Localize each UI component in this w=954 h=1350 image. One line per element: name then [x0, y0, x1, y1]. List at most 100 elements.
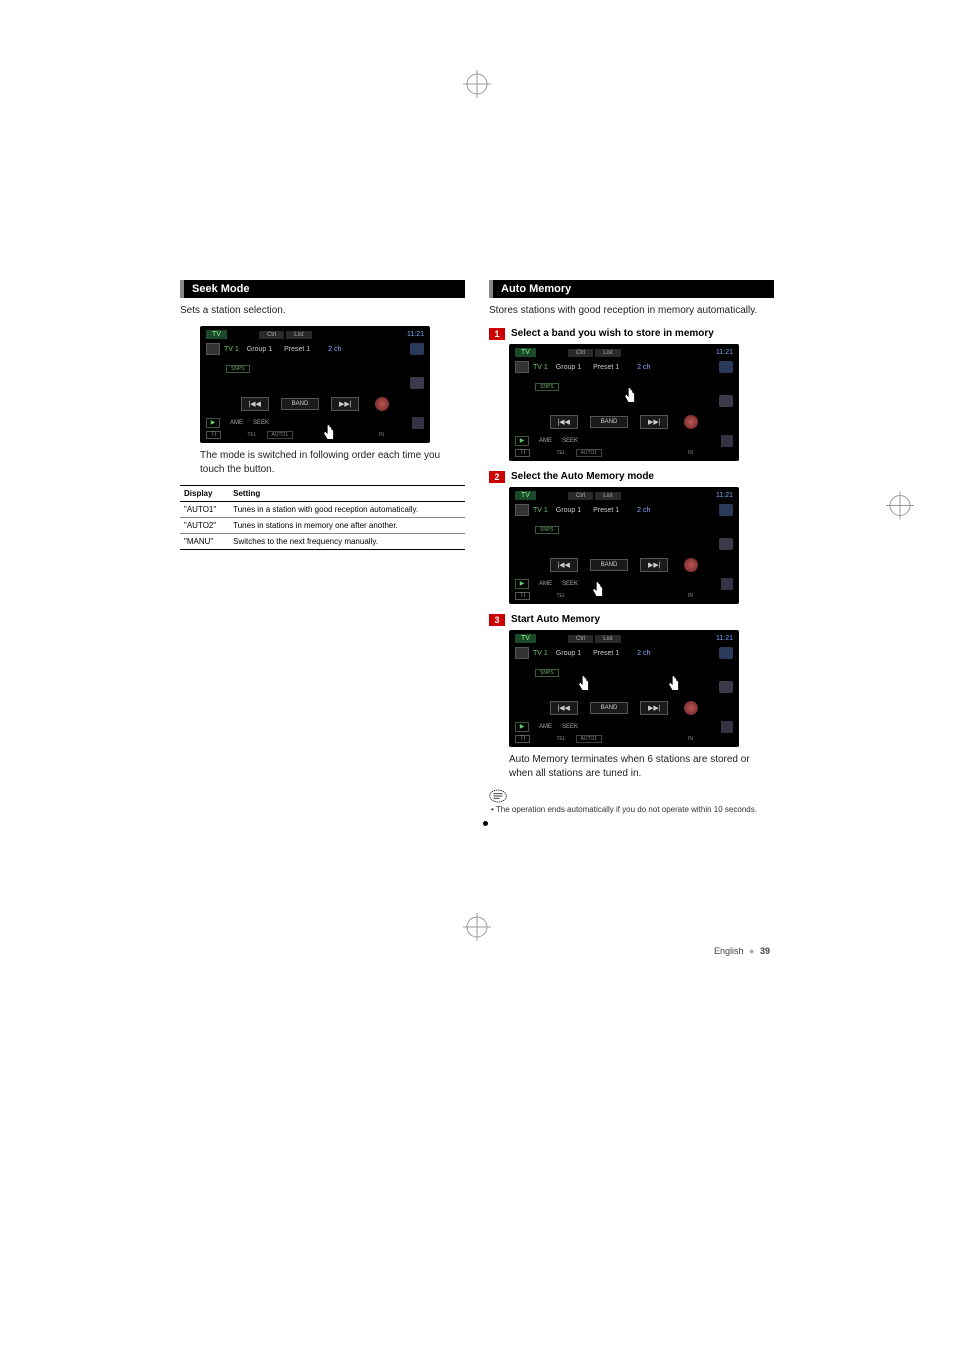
ss-channel: 2 ch — [637, 507, 650, 514]
prev-button[interactable]: |◀◀ — [550, 558, 578, 572]
tel-label: TEL — [247, 432, 256, 438]
ss-ctrl-label: Ctrl — [259, 331, 284, 339]
screenshot-seek-mode: TV Ctrl List 11:21 TV 1 Group 1 Preset 1… — [200, 326, 430, 443]
ss-ctrl-label: Ctrl — [568, 492, 593, 500]
cell-setting: Tunes in a station with good reception a… — [229, 502, 465, 518]
ss-time: 11:21 — [716, 635, 733, 642]
footer-page-number: 39 — [760, 946, 770, 956]
page-footer: English ● 39 — [180, 946, 774, 956]
seek-mode-caption: The mode is switched in following order … — [200, 449, 465, 477]
right-column: Auto Memory Stores stations with good re… — [489, 280, 774, 826]
finger-pointer-icon — [587, 578, 609, 602]
eq-icon — [410, 343, 424, 355]
ss-ctrl-label: Ctrl — [568, 349, 593, 357]
ame-label: AME — [230, 420, 243, 426]
table-row: "MANU" Switches to the next frequency ma… — [180, 534, 465, 550]
next-button[interactable]: ▶▶| — [640, 415, 668, 429]
in-label: IN — [688, 593, 693, 599]
prev-button[interactable]: |◀◀ — [550, 701, 578, 715]
prev-button[interactable]: |◀◀ — [550, 415, 578, 429]
column-marker-dot — [483, 821, 488, 826]
auto1-label: AUTO1 — [576, 449, 603, 457]
rotate-icon — [684, 701, 698, 715]
next-button[interactable]: ▶▶| — [331, 397, 359, 411]
ss-snps: SNPS — [226, 365, 250, 373]
seek-label: SEEK — [253, 420, 269, 426]
ss-list-label: List — [595, 492, 620, 500]
tool-icon — [721, 578, 733, 590]
ame-label: AME — [539, 724, 552, 730]
rotate-icon — [375, 397, 389, 411]
tel-label: TEL — [556, 736, 565, 742]
ss-time: 11:21 — [716, 492, 733, 499]
ss-preset: Preset 1 — [284, 346, 310, 353]
step-title: Select a band you wish to store in memor… — [511, 328, 714, 339]
ss-snps: SNPS — [535, 383, 559, 391]
ame-label: AME — [539, 581, 552, 587]
play-indicator: ▶ — [515, 722, 529, 732]
play-indicator: ▶ — [206, 418, 220, 428]
band-button[interactable]: BAND — [590, 416, 629, 428]
auto-memory-intro: Stores stations with good reception in m… — [489, 304, 774, 318]
ss-tv1: TV 1 — [224, 346, 239, 353]
ss-tv1: TV 1 — [533, 507, 548, 514]
ss-snps: SNPS — [535, 526, 559, 534]
ss-ctrl-label: Ctrl — [568, 635, 593, 643]
band-button[interactable]: BAND — [281, 398, 320, 410]
next-button[interactable]: ▶▶| — [640, 701, 668, 715]
source-icon — [515, 361, 529, 373]
ss-snps: SNPS — [535, 669, 559, 677]
band-button[interactable]: BAND — [590, 702, 629, 714]
step-number: 2 — [489, 471, 505, 483]
play-indicator: ▶ — [515, 579, 529, 589]
in-label: IN — [688, 450, 693, 456]
ss-tab-tv: TV — [515, 634, 536, 643]
section-header-auto-memory: Auto Memory — [489, 280, 774, 298]
source-icon — [515, 647, 529, 659]
ss-preset: Preset 1 — [593, 364, 619, 371]
ss-list-label: List — [595, 349, 620, 357]
ti-label: TI — [515, 735, 530, 743]
in-label: IN — [379, 432, 384, 438]
cell-display: "AUTO1" — [180, 502, 229, 518]
step-2: 2 Select the Auto Memory mode — [489, 471, 774, 483]
screen-icon — [719, 538, 733, 550]
source-icon — [206, 343, 220, 355]
ss-preset: Preset 1 — [593, 507, 619, 514]
band-button[interactable]: BAND — [590, 559, 629, 571]
ss-list-label: List — [595, 635, 620, 643]
ss-tv1: TV 1 — [533, 364, 548, 371]
left-column: Seek Mode Sets a station selection. TV C… — [180, 280, 465, 826]
seek-mode-intro: Sets a station selection. — [180, 304, 465, 318]
screen-icon — [719, 395, 733, 407]
play-indicator: ▶ — [515, 436, 529, 446]
ss-group: Group 1 — [247, 346, 272, 353]
table-header-setting: Setting — [229, 486, 465, 502]
ss-channel: 2 ch — [637, 650, 650, 657]
rotate-icon — [684, 415, 698, 429]
next-button[interactable]: ▶▶| — [640, 558, 668, 572]
screenshot-step2: TV Ctrl List 11:21 TV 1 Group 1 Preset 1… — [509, 487, 739, 604]
tool-icon — [721, 435, 733, 447]
step-number: 1 — [489, 328, 505, 340]
eq-icon — [719, 504, 733, 516]
ss-time: 11:21 — [716, 349, 733, 356]
auto1-label: AUTO1 — [267, 431, 294, 439]
footer-separator: ● — [749, 946, 754, 956]
ti-label: TI — [206, 431, 221, 439]
ss-tab-tv: TV — [206, 330, 227, 339]
prev-button[interactable]: |◀◀ — [241, 397, 269, 411]
cell-setting: Switches to the next frequency manually. — [229, 534, 465, 550]
note-icon — [489, 789, 507, 803]
screen-icon — [410, 377, 424, 389]
tool-icon — [721, 721, 733, 733]
cell-setting: Tunes in stations in memory one after an… — [229, 518, 465, 534]
eq-icon — [719, 361, 733, 373]
ss-preset: Preset 1 — [593, 650, 619, 657]
ti-label: TI — [515, 449, 530, 457]
rotate-icon — [684, 558, 698, 572]
ss-channel: 2 ch — [637, 364, 650, 371]
table-header-display: Display — [180, 486, 229, 502]
tel-label: TEL — [556, 593, 565, 599]
ss-time: 11:21 — [407, 331, 424, 338]
